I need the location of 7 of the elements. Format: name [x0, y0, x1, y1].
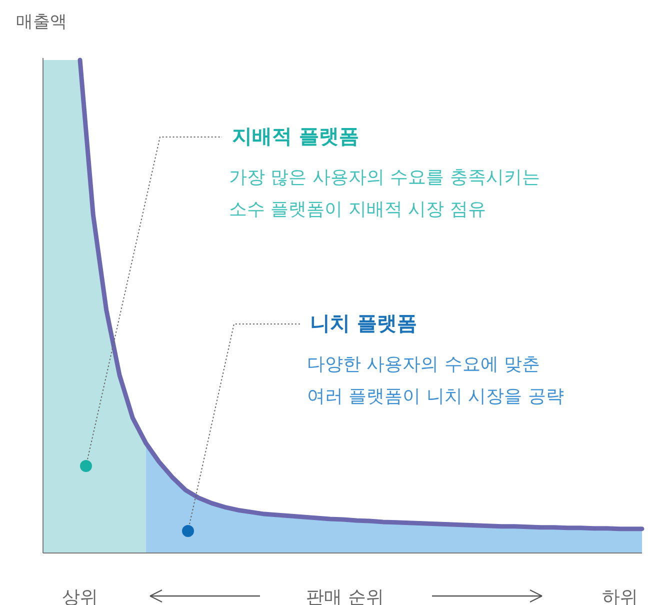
annotation: 여러 플랫폼이 니치 시장을 공략 — [307, 386, 564, 407]
annotation: 소수 플랫폼이 지배적 시장 점유 — [229, 199, 486, 220]
annotation: 니치 플랫폼 — [310, 311, 417, 335]
y-axis-title: 매출액 — [16, 12, 67, 32]
annotation: 다양한 사용자의 수요에 맞춘 — [307, 354, 540, 375]
annotation: 가장 많은 사용자의 수요를 충족시키는 — [229, 167, 540, 188]
annotation: 지배적 플랫폼 — [232, 124, 359, 148]
